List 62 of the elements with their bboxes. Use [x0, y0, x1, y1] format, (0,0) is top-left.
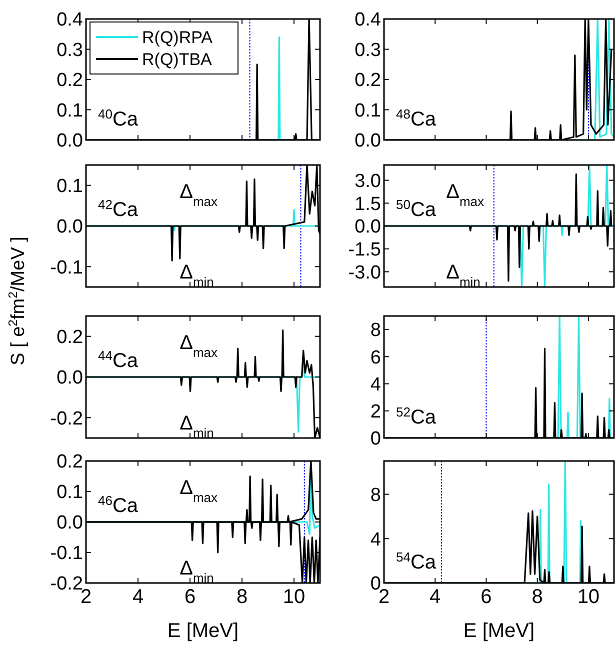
y-tick-label: 0.2: [56, 452, 83, 473]
x-tick-label: 8: [236, 586, 248, 608]
y-tick-label: 3.0: [354, 170, 381, 192]
annotation: $^{42}$Ca: [98, 196, 139, 222]
y-tick-label: 0.0: [354, 130, 381, 152]
y-tick-label: -0.2: [50, 574, 83, 595]
y-tick-label: -1.5: [348, 240, 381, 261]
y-tick-label: -3.0: [348, 262, 381, 284]
annotation: Δ$_{max}$: [180, 180, 218, 208]
y-tick-label: 0.3: [56, 40, 83, 61]
annotation: Δ$_{min}$: [180, 412, 214, 440]
annotation: $^{40}$Ca: [98, 106, 139, 130]
y-tick-label: 0.3: [354, 40, 381, 61]
y-tick-label: 0.4: [354, 10, 382, 31]
y-tick-label: -0.1: [50, 543, 83, 564]
y-tick-label: -0.1: [50, 257, 83, 278]
annotation: $^{52}$Ca: [396, 404, 437, 428]
x-tick-label: 10: [282, 586, 306, 608]
y-tick-label: 0.1: [56, 482, 83, 504]
x-tick-label: 4: [430, 586, 441, 608]
annotation: $^{48}$Ca: [396, 106, 437, 130]
annotation: Δ$_{min}$: [180, 557, 214, 585]
y-tick-label: 0.0: [56, 130, 83, 152]
annotation: $^{54}$Ca: [396, 548, 437, 574]
y-tick-label: 0.2: [56, 70, 83, 92]
x-tick-label: 6: [184, 586, 196, 608]
y-tick-label: 0.0: [56, 512, 83, 534]
annotation: $^{46}$Ca: [98, 492, 139, 518]
y-tick-label: 8: [370, 320, 381, 342]
x-tick-label: 4: [132, 586, 144, 608]
y-tick-label: 0: [370, 428, 381, 450]
y-tick-label: 0.4: [56, 10, 84, 31]
y-tick-label: 0.1: [56, 176, 83, 197]
x-axis-title: E [MeV]: [463, 620, 535, 642]
y-tick-label: 0.1: [56, 100, 83, 122]
y-tick-label: 0.2: [56, 326, 83, 348]
annotation: Δ$_{max}$: [180, 332, 218, 360]
x-tick-label: 6: [480, 586, 492, 608]
annotation: Δ$_{min}$: [446, 261, 480, 289]
annotation: $^{50}$Ca: [396, 196, 437, 222]
y-tick-label: 0.0: [56, 368, 83, 389]
y-tick-label: 0.2: [354, 70, 381, 92]
x-tick-label: 8: [532, 586, 543, 608]
x-axis-title: E [MeV]: [167, 620, 239, 642]
legend-label: R(Q)TBA: [142, 50, 213, 69]
y-tick-label: 1.5: [354, 194, 381, 215]
legend-label: R(Q)RPA: [142, 28, 214, 47]
y-tick-label: 8: [370, 484, 381, 506]
y-tick-label: 6: [370, 347, 381, 368]
y-tick-label: 4: [370, 374, 382, 396]
y-tick-label: 0: [370, 574, 381, 595]
y-tick-label: 0.0: [56, 216, 83, 238]
annotation: Δ$_{max}$: [446, 180, 485, 208]
y-tick-label: 0.0: [354, 216, 381, 238]
annotation: $^{44}$Ca: [98, 348, 139, 372]
y-tick-label: 2: [370, 402, 381, 423]
x-tick-label: 10: [577, 586, 600, 608]
annotation: Δ$_{min}$: [180, 261, 214, 289]
y-tick-label: -0.2: [50, 408, 83, 430]
y-tick-label: 0.1: [354, 100, 381, 122]
annotation: Δ$_{max}$: [180, 476, 218, 504]
y-tick-label: 4: [370, 529, 382, 550]
